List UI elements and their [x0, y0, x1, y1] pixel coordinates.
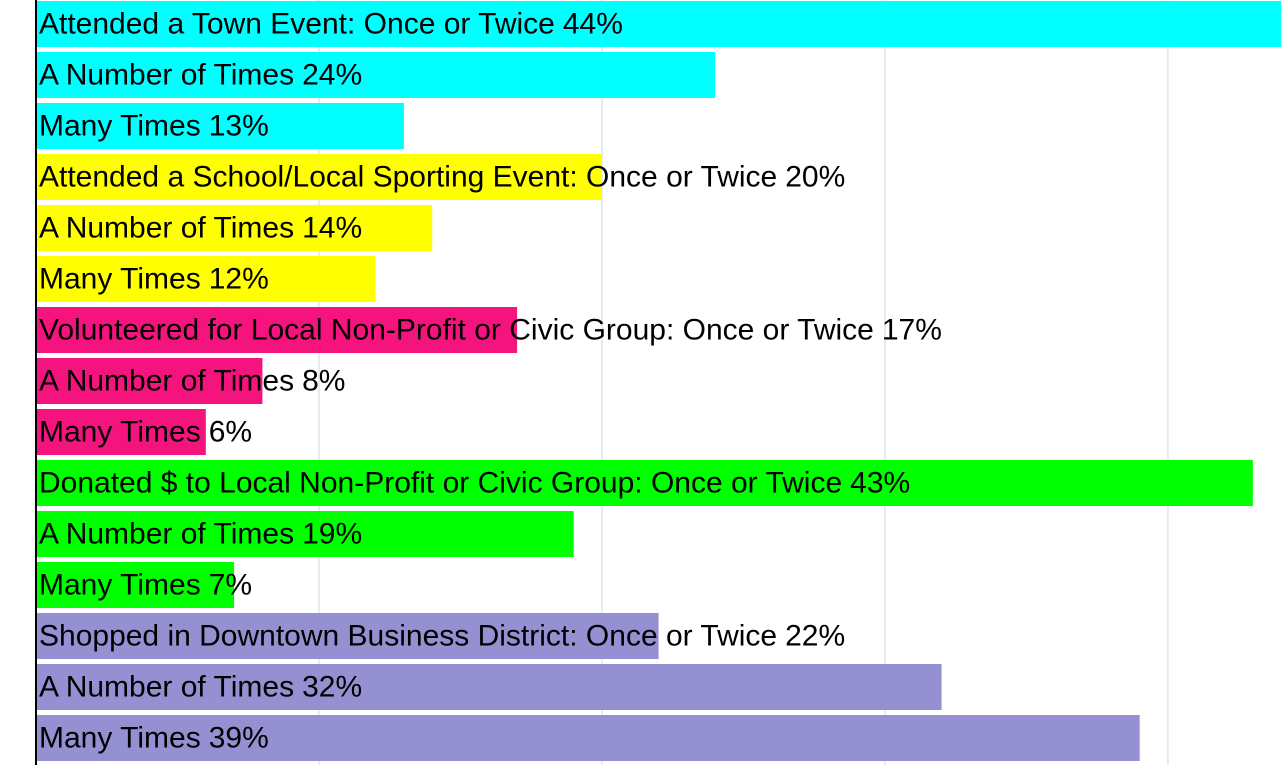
bar-label: Volunteered for Local Non-Profit or Civi… [39, 313, 942, 346]
value-label: 6% [209, 415, 252, 448]
bar [36, 103, 404, 149]
category-label: Attended a Town Event: Once or Twice [39, 7, 555, 40]
category-label: Many Times [39, 568, 201, 601]
value-label: 20% [785, 160, 845, 193]
bar [36, 460, 1253, 506]
bar-label: A Number of Times 14% [39, 211, 362, 244]
value-label: 43% [850, 466, 910, 499]
value-label: 24% [302, 58, 362, 91]
bar-label: Many Times 12% [39, 262, 269, 295]
value-label: 13% [209, 109, 269, 142]
bar [36, 409, 206, 455]
category-label: Many Times [39, 721, 201, 754]
bar-label: A Number of Times 8% [39, 364, 345, 397]
bar [36, 256, 376, 302]
value-label: 12% [209, 262, 269, 295]
value-label: 22% [785, 619, 845, 652]
category-label: Attended a School/Local Sporting Event: … [39, 160, 777, 193]
bar-label: A Number of Times 32% [39, 670, 362, 703]
value-label: 19% [302, 517, 362, 550]
bar [36, 205, 433, 251]
value-label: 44% [563, 7, 623, 40]
bar [36, 664, 942, 710]
value-label: 7% [209, 568, 252, 601]
bar-label: Many Times 7% [39, 568, 252, 601]
bar-label: Donated $ to Local Non-Profit or Civic G… [39, 466, 910, 499]
value-label: 8% [302, 364, 345, 397]
bar [36, 52, 716, 98]
bar-label: Many Times 39% [39, 721, 269, 754]
category-label: Many Times [39, 262, 201, 295]
bar [36, 715, 1140, 761]
category-label: Volunteered for Local Non-Profit or Civi… [39, 313, 874, 346]
category-label: Many Times [39, 415, 201, 448]
bar [36, 511, 574, 557]
bar-label: A Number of Times 19% [39, 517, 362, 550]
bar [36, 358, 263, 404]
category-label: A Number of Times [39, 670, 294, 703]
value-label: 14% [302, 211, 362, 244]
value-label: 32% [302, 670, 362, 703]
bar-label: Shopped in Downtown Business District: O… [39, 619, 845, 652]
category-label: A Number of Times [39, 364, 294, 397]
bar-label: Many Times 13% [39, 109, 269, 142]
bar [36, 307, 518, 353]
category-label: Donated $ to Local Non-Profit or Civic G… [39, 466, 842, 499]
category-label: Shopped in Downtown Business District: O… [39, 619, 777, 652]
bar-label: A Number of Times 24% [39, 58, 362, 91]
bar [36, 613, 659, 659]
bar-label: Many Times 6% [39, 415, 252, 448]
bar-label: Attended a School/Local Sporting Event: … [39, 160, 845, 193]
category-label: A Number of Times [39, 517, 294, 550]
value-label: 39% [209, 721, 269, 754]
bar-label: Attended a Town Event: Once or Twice 44% [39, 7, 623, 40]
category-label: A Number of Times [39, 58, 294, 91]
bar [36, 562, 235, 608]
category-label: A Number of Times [39, 211, 294, 244]
category-label: Many Times [39, 109, 201, 142]
value-label: 17% [882, 313, 942, 346]
bar [36, 1, 1282, 47]
bar [36, 154, 602, 200]
